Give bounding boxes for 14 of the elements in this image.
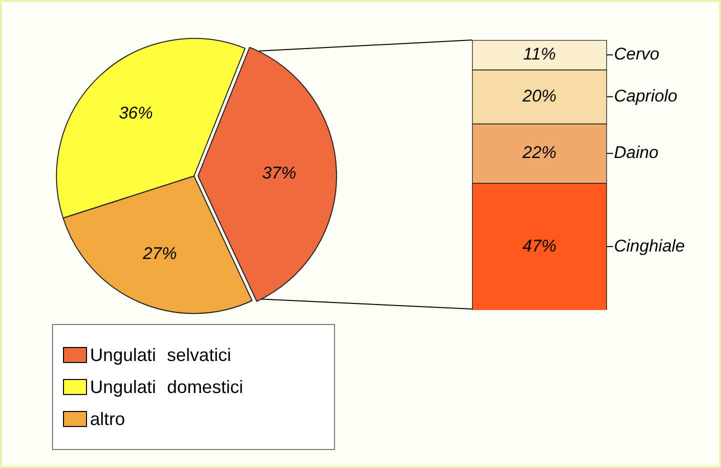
- legend-label: Ungulati domestici: [90, 376, 244, 398]
- series-label: Cinghiale: [614, 236, 685, 256]
- series-label: Cervo: [614, 44, 660, 64]
- series-label: Capriolo: [614, 86, 678, 106]
- legend-label: Ungulati selvatici: [90, 344, 232, 366]
- data-label: 11%: [523, 44, 556, 64]
- series-label: Daino: [614, 143, 658, 162]
- data-label: 20%: [521, 86, 557, 106]
- data-label: 47%: [522, 236, 557, 256]
- data-label: 36%: [118, 103, 153, 122]
- data-label: 22%: [521, 143, 557, 162]
- data-label: 37%: [262, 163, 296, 182]
- data-label: 27%: [142, 244, 177, 263]
- legend-label: altro: [90, 408, 126, 430]
